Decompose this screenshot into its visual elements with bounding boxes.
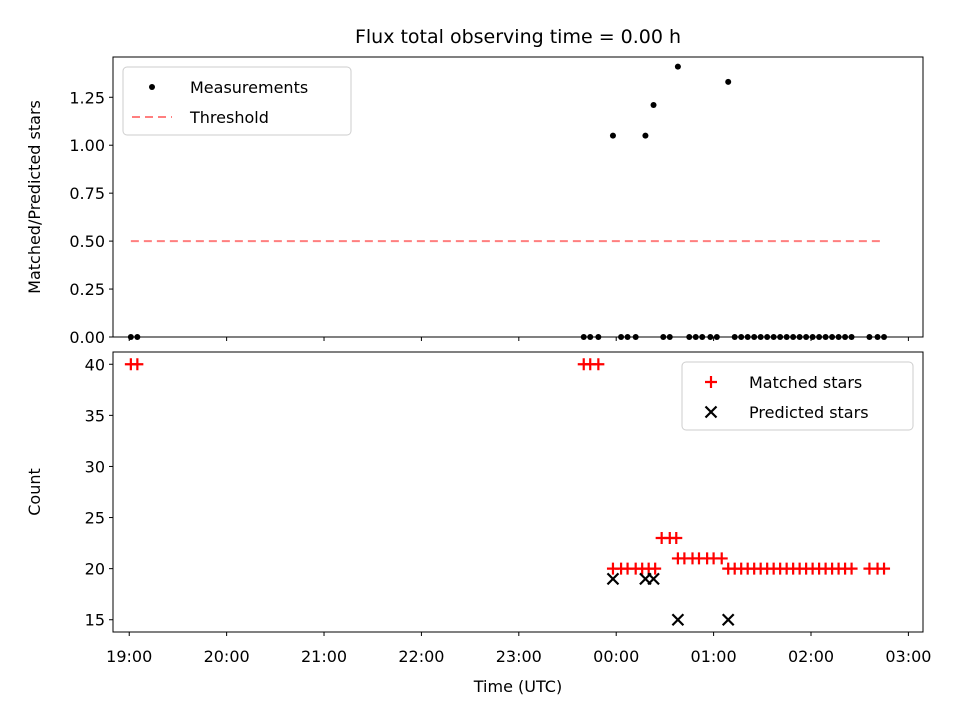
predicted-stars-point [606,572,620,586]
measurement-point [822,334,829,340]
x-tick-label: 20:00 [204,647,250,666]
predicted-stars-point [671,613,685,627]
predicted-stars-point [647,572,660,586]
measurement-point [686,334,693,340]
x-tick-label: 19:00 [106,647,152,666]
measurement-point [127,334,134,340]
measurement-point [842,334,849,340]
measurement-point [632,334,639,340]
chart-title: Flux total observing time = 0.00 h [355,26,681,48]
measurement-point [595,334,602,340]
matched-stars-point [592,358,605,371]
legend-box-1 [681,361,914,431]
measurement-point [618,334,625,340]
y-tick-label: 0.75 [69,184,105,203]
measurement-point [881,334,888,340]
plot-frame-1 [112,351,924,633]
measurement-point [751,334,758,340]
matched-stars-point [715,552,728,565]
legend-label: Predicted stars [749,403,869,422]
measurement-point [816,334,823,340]
legend-marker-matched [705,376,717,388]
measurement-point [666,334,673,340]
legend-marker-measurements [149,84,155,90]
measurement-point [692,334,699,340]
x-tick-label: 22:00 [398,647,444,666]
measurement-point [764,334,771,340]
measurement-point [783,334,790,340]
measurement-point [660,334,667,340]
measurement-point [587,334,594,340]
measurement-point [848,334,855,340]
matched-stars-point [845,562,858,575]
x-tick-label: 23:00 [496,647,542,666]
measurement-point [713,334,720,340]
measurement-point [609,132,616,139]
measurement-point [744,334,751,340]
x-axis-label: Time (UTC) [473,677,562,696]
measurement-point [835,334,842,340]
x-tick-label: 03:00 [885,647,931,666]
y-axis-label: Count [25,468,44,516]
y-tick-label: 40 [85,355,105,374]
predicted-stars-point [721,613,735,627]
measurement-point [699,334,706,340]
y-axis-label: Matched/Predicted stars [25,100,44,294]
matched-stars-point [670,531,683,544]
measurement-point [134,334,141,340]
y-tick-label: 0.50 [69,232,105,251]
matched-stars-point [878,562,891,575]
y-tick-label: 20 [85,560,105,579]
y-tick-label: 15 [85,611,105,630]
measurement-point [738,334,745,340]
measurement-point [650,101,657,108]
measurement-point [796,334,803,340]
legend-label: Measurements [190,78,308,97]
y-tick-label: 0.25 [69,280,105,299]
matched-stars-point [131,358,144,371]
measurement-point [809,334,816,340]
measurement-point [707,334,714,340]
measurement-point [674,63,681,70]
legend-box-0 [122,66,352,136]
measurement-point [642,132,649,139]
x-tick-label: 00:00 [593,647,639,666]
legend-label: Threshold [189,108,269,127]
x-tick-label: 02:00 [788,647,834,666]
measurement-point [790,334,797,340]
x-tick-label: 01:00 [691,647,737,666]
y-tick-label: 35 [85,406,105,425]
measurement-point [829,334,836,340]
measurement-point [731,334,738,340]
measurement-point [757,334,764,340]
measurement-point [866,334,873,340]
y-tick-label: 30 [85,457,105,476]
measurement-point [624,334,631,340]
measurement-point [770,334,777,340]
measurement-point [725,78,732,85]
measurement-point [777,334,784,340]
measurement-point [803,334,810,340]
legend-marker-predicted [704,405,718,419]
y-tick-label: 0.00 [69,328,105,347]
legend-label: Matched stars [749,373,862,392]
matched-stars-point [649,562,662,575]
y-tick-label: 1.25 [69,88,105,107]
y-tick-label: 1.00 [69,136,105,155]
x-tick-label: 21:00 [301,647,347,666]
measurement-point [874,334,881,340]
plot-frame-0 [112,56,924,338]
y-tick-label: 25 [85,509,105,528]
measurement-point [580,334,587,340]
